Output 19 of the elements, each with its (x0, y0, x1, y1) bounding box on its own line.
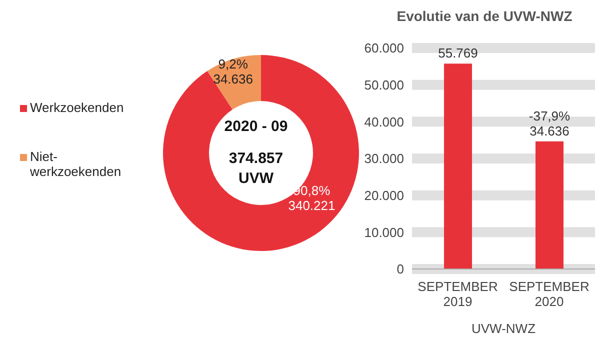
data-label: -37,9% 34.636 (528, 108, 571, 138)
x-tick-label: SEPTEMBER 2020 (509, 279, 590, 309)
y-tick-label: 10.000 (364, 224, 404, 240)
text: 374.857 UVW (228, 150, 284, 187)
y-tick-label: 50.000 (364, 77, 404, 92)
x-axis-title: UVW-NWZ (471, 321, 536, 336)
text: 2020 - 09 (224, 118, 288, 135)
data-label: 9,2% 34.636 (213, 56, 253, 86)
y-tick-label: 30.000 (364, 151, 404, 166)
chart-title: Evolutie van de UVW-NWZ (396, 8, 574, 24)
y-tick-label: 0 (396, 262, 404, 277)
data-label: 55.769 (438, 46, 478, 61)
legend-label: Niet-werkzoekenden (30, 149, 122, 179)
y-tick-label: 20.000 (364, 188, 404, 203)
y-tick-label: 40.000 (364, 114, 404, 130)
donut-slice (163, 55, 359, 251)
legend-label: Werkzoekenden (30, 100, 124, 115)
x-tick-label: SEPTEMBER 2019 (418, 279, 498, 309)
y-tick-label: 60.000 (364, 40, 404, 56)
